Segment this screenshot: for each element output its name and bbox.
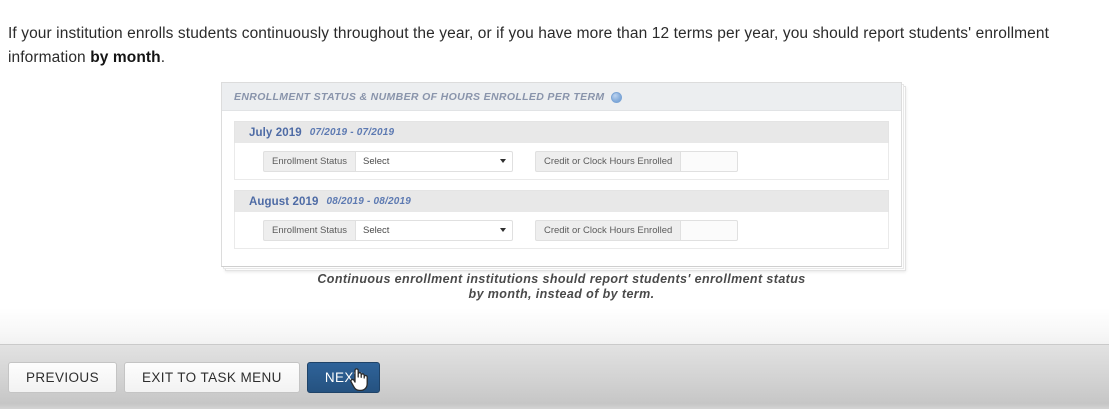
term-header: August 2019 08/2019 - 08/2019 [234, 190, 889, 212]
intro-paragraph: If your institution enrolls students con… [8, 22, 1086, 70]
term-date-range: 08/2019 - 08/2019 [326, 196, 412, 207]
enrollment-panel: ENROLLMENT STATUS & NUMBER OF HOURS ENRO… [221, 82, 902, 267]
caption-line-2: by month, instead of by term. [468, 287, 655, 301]
intro-emphasis: by month [90, 48, 161, 66]
term-fields-row: Enrollment Status Select Credit or Clock… [234, 143, 889, 180]
footer-button-bar: PREVIOUS EXIT TO TASK MENU NEXT [0, 344, 1109, 409]
figure-caption: Continuous enrollment institutions shoul… [221, 272, 902, 302]
enrollment-status-select[interactable]: Select [354, 219, 513, 241]
panel-body: July 2019 07/2019 - 07/2019 Enrollment S… [222, 111, 901, 261]
next-button[interactable]: NEXT [306, 361, 381, 393]
chevron-down-icon [499, 159, 506, 163]
hours-enrolled-input[interactable] [680, 150, 739, 172]
term-header: July 2019 07/2019 - 07/2019 [234, 121, 889, 143]
footer-fade [0, 308, 1109, 344]
enrollment-status-label: Enrollment Status [263, 150, 355, 172]
enrollment-status-value: Select [362, 224, 390, 236]
enrollment-status-group: Enrollment Status Select [263, 219, 513, 241]
caption-line-1: Continuous enrollment institutions shoul… [317, 272, 806, 286]
panel-header: ENROLLMENT STATUS & NUMBER OF HOURS ENRO… [222, 83, 901, 111]
chevron-down-icon [499, 228, 506, 232]
hours-enrolled-label: Credit or Clock Hours Enrolled [534, 150, 681, 172]
hours-enrolled-group: Credit or Clock Hours Enrolled [534, 219, 739, 241]
term-group: July 2019 07/2019 - 07/2019 Enrollment S… [234, 121, 889, 180]
intro-text-after: . [160, 48, 166, 66]
panel-header-title: ENROLLMENT STATUS & NUMBER OF HOURS ENRO… [234, 90, 605, 103]
enrollment-status-group: Enrollment Status Select [263, 150, 513, 172]
hours-enrolled-group: Credit or Clock Hours Enrolled [534, 150, 739, 172]
previous-button[interactable]: PREVIOUS [8, 361, 117, 393]
term-date-range: 07/2019 - 07/2019 [309, 127, 395, 138]
term-name: July 2019 [249, 126, 302, 139]
next-button-label: NEXT [324, 369, 363, 385]
term-name: August 2019 [249, 195, 319, 208]
help-circle-icon[interactable] [610, 92, 622, 103]
enrollment-status-value: Select [362, 155, 390, 167]
enrollment-status-select[interactable]: Select [354, 150, 513, 172]
figure-screenshot: ENROLLMENT STATUS & NUMBER OF HOURS ENRO… [221, 82, 906, 271]
exit-to-task-menu-button[interactable]: EXIT TO TASK MENU [123, 361, 300, 393]
intro-text-before: If your institution enrolls students con… [8, 24, 1049, 66]
term-group: August 2019 08/2019 - 08/2019 Enrollment… [234, 190, 889, 249]
enrollment-status-label: Enrollment Status [263, 219, 355, 241]
hours-enrolled-input[interactable] [680, 219, 739, 241]
term-fields-row: Enrollment Status Select Credit or Clock… [234, 212, 889, 249]
hours-enrolled-label: Credit or Clock Hours Enrolled [534, 219, 681, 241]
